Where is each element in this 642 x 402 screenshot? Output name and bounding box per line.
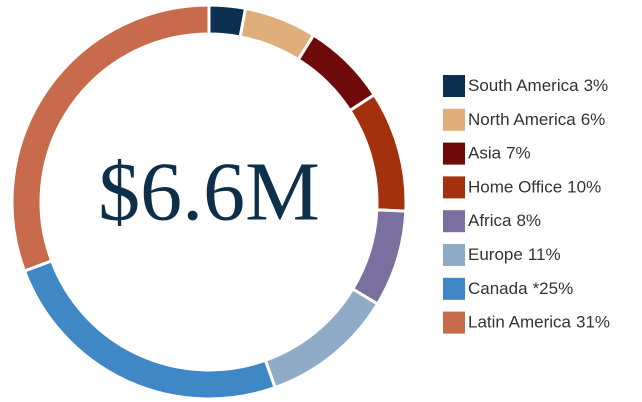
legend-swatch	[443, 210, 465, 233]
legend-name: Canada	[468, 279, 528, 298]
legend-label: Europe 11%	[468, 245, 561, 264]
donut-segment	[22, 258, 278, 401]
legend-name: Asia	[468, 144, 502, 163]
donut-segment	[263, 286, 380, 390]
center-text: $6.6M	[98, 145, 320, 238]
donut-segment	[10, 3, 211, 273]
legend-value: *25%	[533, 279, 574, 298]
legend-swatch	[443, 108, 465, 131]
donut-segment	[296, 33, 377, 113]
legend-value: 8%	[516, 212, 541, 231]
legend-value: 31%	[576, 313, 610, 332]
legend-label: Africa 8%	[468, 212, 541, 231]
legend-label: North America 6%	[468, 110, 605, 129]
legend-label: Home Office 10%	[468, 178, 601, 197]
legend-value: 6%	[581, 110, 606, 129]
legend-swatch	[443, 75, 465, 97]
legend-swatch	[443, 176, 465, 199]
legend-value: 3%	[584, 76, 609, 95]
legend-label: Canada *25%	[468, 279, 573, 298]
legend-name: Home Office	[468, 178, 562, 197]
legend-label: Latin America 31%	[468, 313, 610, 332]
legend-name: Latin America	[468, 313, 572, 332]
donut-segment	[347, 92, 408, 213]
legend-name: South America	[468, 76, 579, 95]
legend-label: South America 3%	[468, 76, 608, 95]
legend-swatch	[443, 142, 465, 165]
legend-label: Asia 7%	[468, 144, 531, 163]
legend-name: Africa	[468, 212, 512, 231]
legend-swatch	[443, 244, 465, 266]
legend-value: 10%	[567, 178, 601, 197]
donut-segment	[350, 208, 408, 307]
legend-swatch	[443, 311, 465, 334]
legend-value: 7%	[506, 144, 531, 163]
legend-value: 11%	[528, 245, 561, 264]
legend-swatch	[443, 277, 465, 300]
legend-name: Europe	[468, 245, 523, 264]
legend-name: North America	[468, 110, 576, 129]
